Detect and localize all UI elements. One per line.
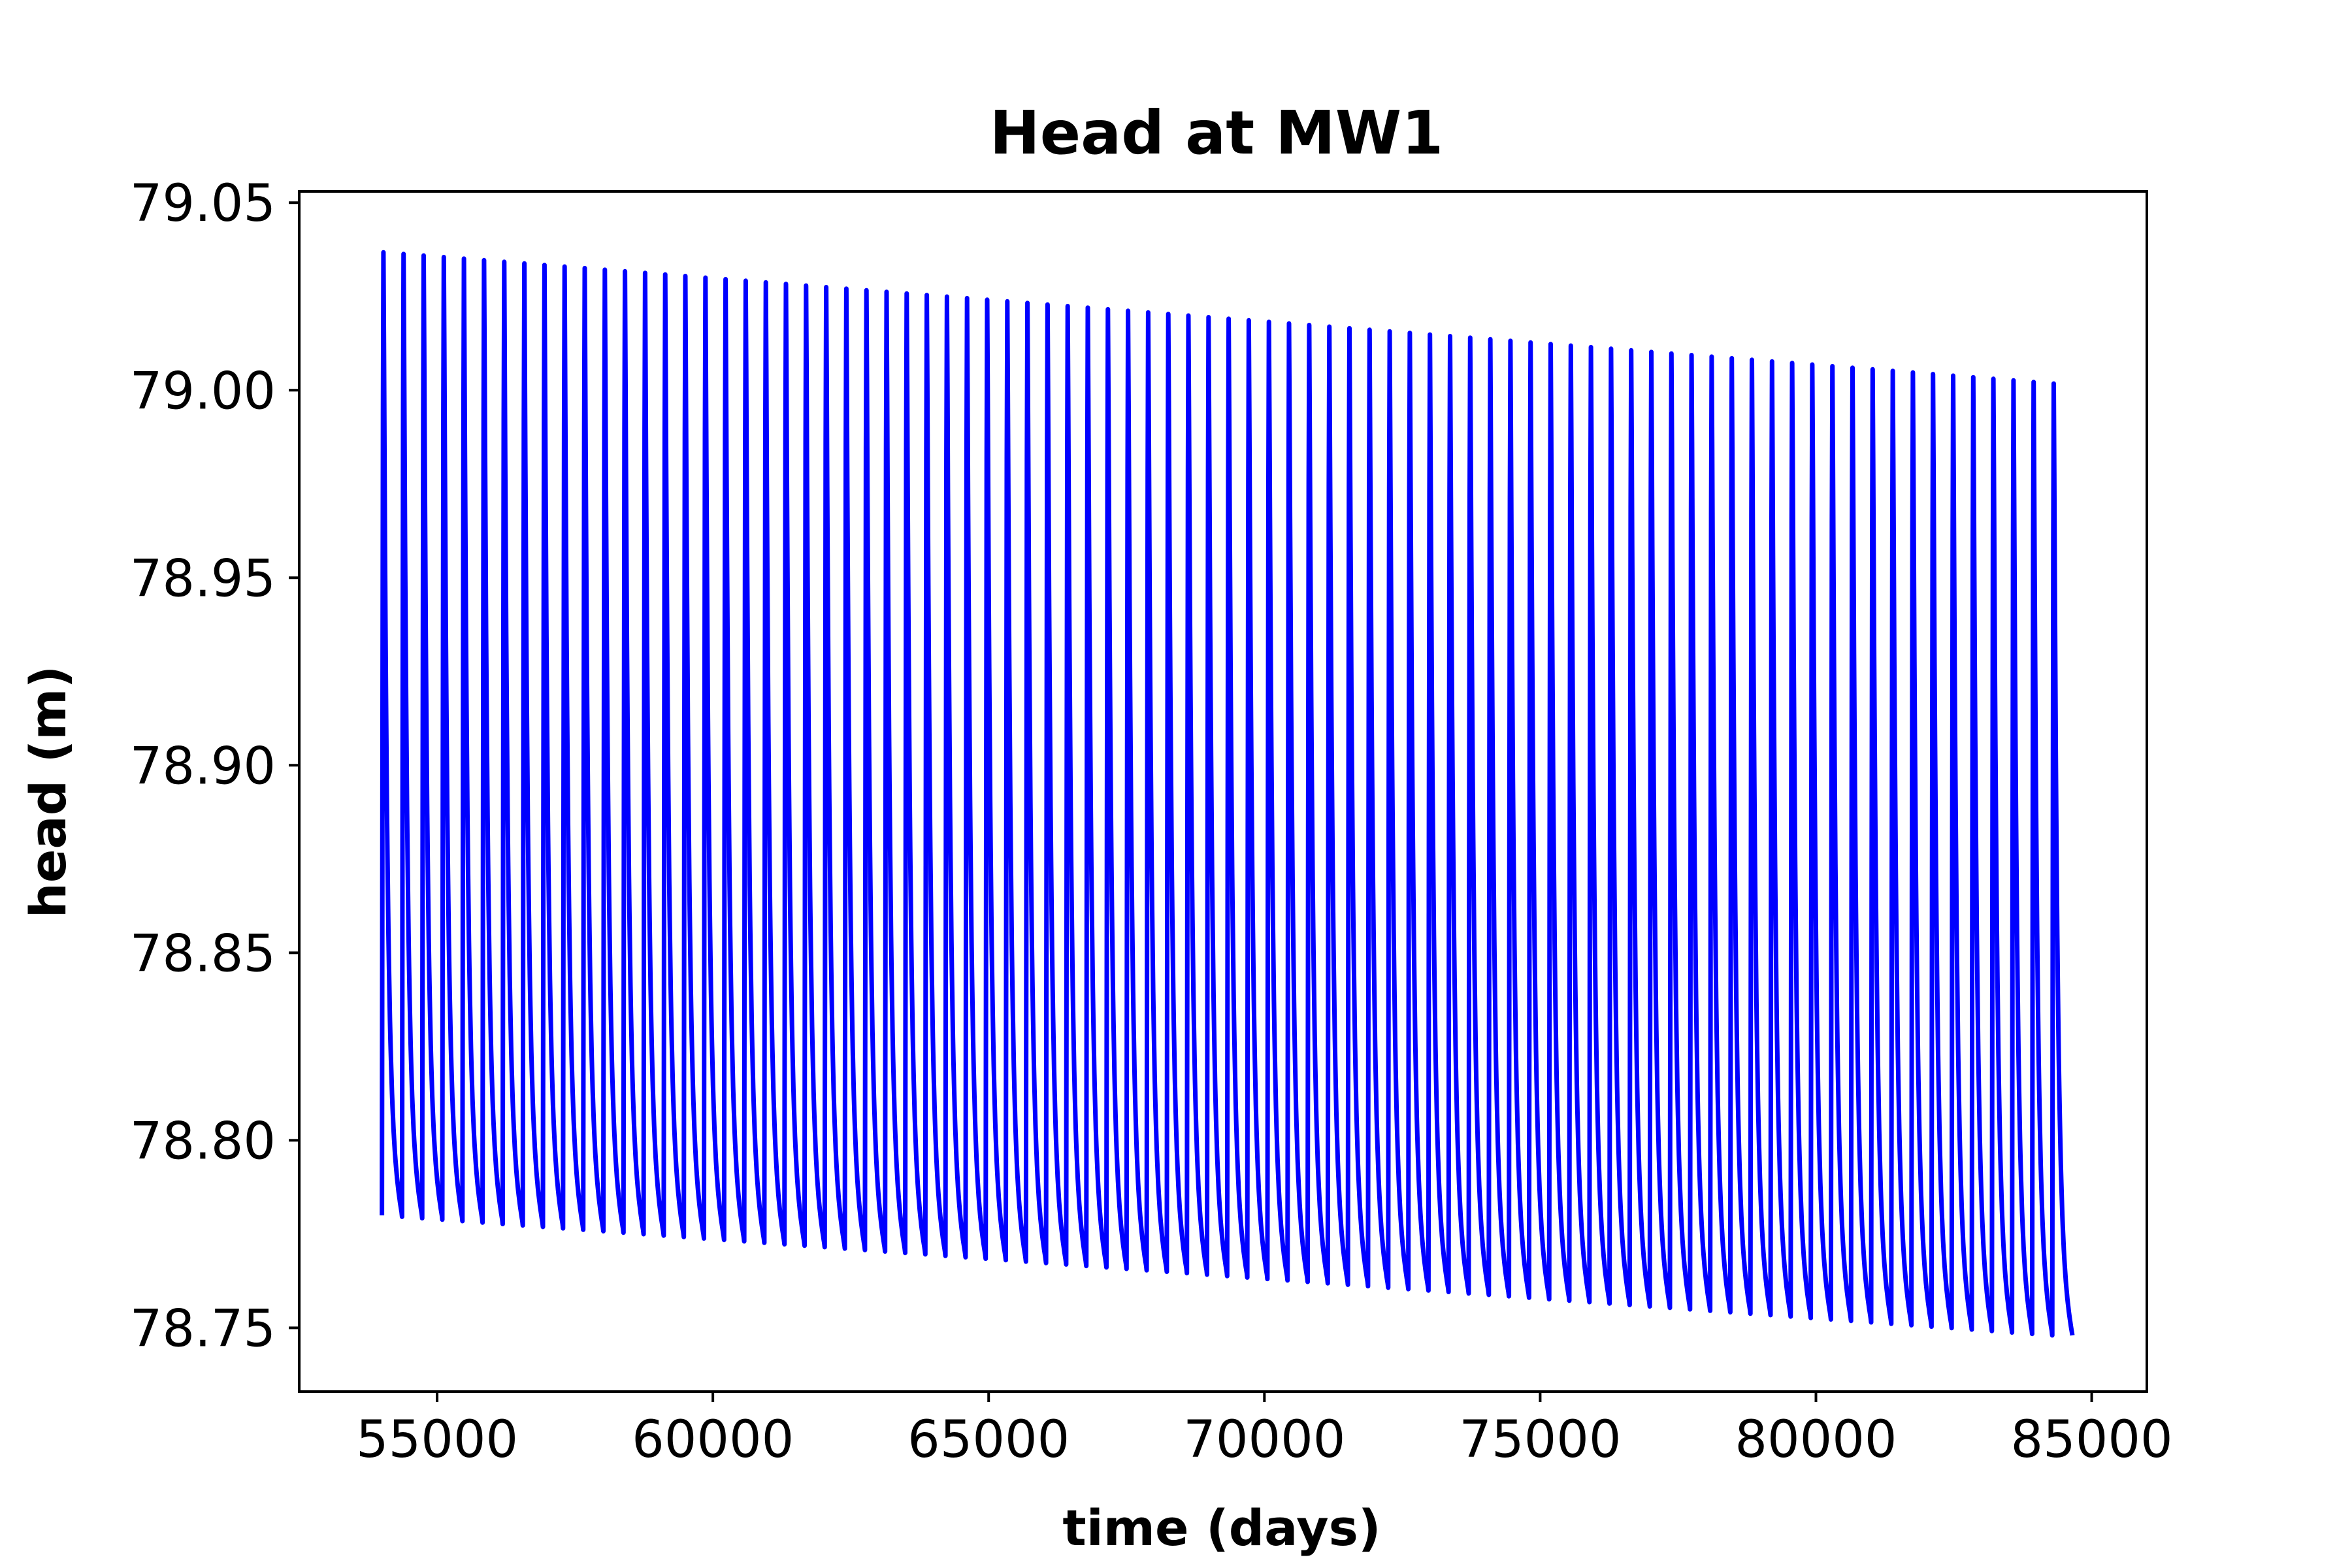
y-tick-label: 78.75 (130, 1299, 276, 1358)
series-line-mw1-head (380, 250, 2075, 1338)
y-axis-label: head (m) (19, 666, 77, 918)
axes-frame (298, 190, 2148, 1393)
x-tick-label: 80000 (1735, 1411, 1897, 1469)
x-tick-label: 70000 (1183, 1411, 1345, 1469)
x-axis-label: time (days) (1062, 1499, 1380, 1557)
x-axis-ticks: 55000 60000 65000 70000 75000 80000 85000 (356, 1392, 2173, 1469)
y-tick-label: 78.80 (130, 1112, 276, 1171)
plot-area (380, 250, 2075, 1338)
y-tick-label: 79.00 (130, 362, 276, 421)
x-tick-label: 60000 (632, 1411, 794, 1469)
y-tick-label: 78.90 (130, 737, 276, 796)
y-tick-label: 78.95 (130, 549, 276, 608)
x-tick-label: 75000 (1459, 1411, 1621, 1469)
x-tick-label: 55000 (356, 1411, 518, 1469)
y-tick-label: 79.05 (130, 174, 276, 233)
y-tick-label: 78.85 (130, 924, 276, 983)
x-tick-label: 85000 (2011, 1411, 2173, 1469)
y-axis-ticks: 78.75 78.80 78.85 78.90 78.95 79.00 79.05 (130, 174, 299, 1358)
chart-title: Head at MW1 (990, 98, 1444, 168)
x-tick-label: 65000 (907, 1411, 1070, 1469)
